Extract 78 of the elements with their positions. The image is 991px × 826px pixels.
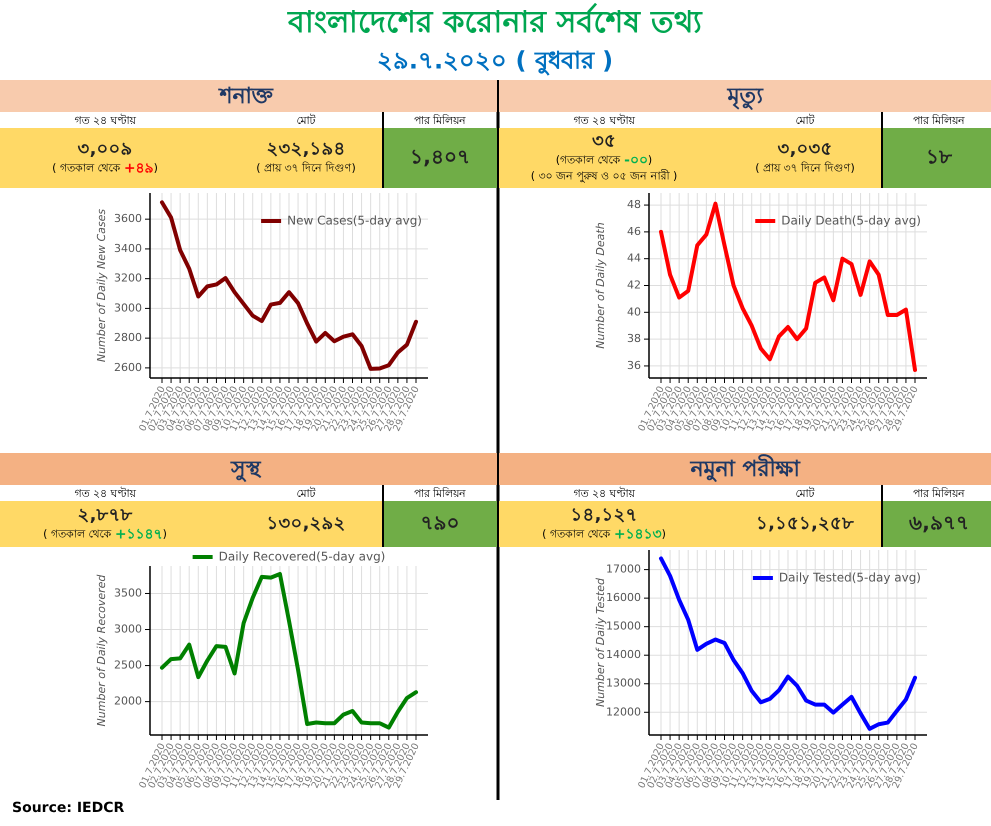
y-axis-title: Number of Daily Tested — [594, 576, 608, 708]
y-tick-label: 38 — [627, 332, 641, 346]
text: ( গতকাল থেকে — [43, 528, 115, 541]
text: ( প্রায় ৩৭ দিনে দিগুণ) — [755, 162, 855, 175]
text: ১,১৫১,২৫৮ — [756, 512, 854, 534]
text: ( ৩০ জন পুরুষ ও ০৫ জন নারী ) — [530, 170, 678, 183]
text: মৃত্যু — [726, 84, 764, 112]
text: গত ২৪ ঘণ্টায় — [74, 486, 136, 500]
y-axis-title: Number of Daily Death — [594, 222, 608, 349]
y-tick-label: 15000 — [606, 620, 641, 633]
text: বাংলাদেশের করোনার সর্বশেষ তথ্য — [286, 3, 704, 40]
text: ৭৯০ — [420, 510, 460, 534]
y-tick-label: 44 — [627, 252, 641, 265]
text: পার মিলিয়ন — [414, 114, 466, 128]
line-series — [160, 572, 418, 730]
text: গত ২৪ ঘণ্টায় — [74, 113, 136, 128]
y-tick-label: 48 — [627, 198, 641, 212]
text: সুস্থ — [230, 457, 262, 484]
text: ১,৪০৭ — [410, 144, 470, 168]
text: ২৩২,১৯৪ — [266, 138, 346, 160]
y-tick-label: 46 — [627, 224, 641, 238]
y-tick-label: 3000 — [114, 301, 142, 314]
text: ( গতকাল থেকে — [52, 162, 124, 175]
y-tick-label: 2800 — [114, 331, 142, 344]
y-tick-label: 3000 — [114, 622, 142, 636]
y-tick-label: 2000 — [114, 694, 142, 708]
y-tick-label: 40 — [627, 305, 641, 318]
legend-label: New Cases(5-day avg) — [287, 213, 422, 228]
text: +১৪১৩ — [614, 526, 662, 542]
text: পার মিলিয়ন — [912, 487, 966, 500]
text: ) — [162, 528, 167, 541]
source-note: Source: IEDCR — [12, 800, 125, 816]
text: ) — [154, 162, 158, 175]
text: (গতকাল থেকে — [556, 154, 624, 167]
text: মোট — [296, 487, 316, 500]
text: ৬,৯৭৭ — [909, 510, 969, 534]
text: শনাক্ত — [218, 84, 274, 110]
text: ( প্রায় ৩৭ দিনে দিগুণ) — [256, 162, 356, 175]
text: পার মিলিয়ন — [414, 487, 466, 500]
text: মোট — [796, 114, 816, 128]
text: মোট — [796, 487, 816, 500]
text: ) — [648, 154, 652, 167]
y-tick-label: 17000 — [606, 562, 641, 576]
y-tick-label: 36 — [627, 358, 641, 372]
text: +৪৯ — [124, 160, 154, 176]
y-tick-label: 14000 — [606, 648, 641, 662]
y-tick-label: 3600 — [114, 212, 142, 226]
y-tick-label: 16000 — [606, 591, 641, 604]
text: ৩,০০৯ — [78, 138, 132, 160]
legend-label: Daily Recovered(5-day avg) — [218, 549, 386, 564]
text: ২৯.৭.২০২০ ( বুধবার ) — [376, 46, 614, 76]
text: ১৩০,২৯২ — [266, 512, 346, 534]
text: ৩,০৩৫ — [778, 138, 832, 160]
text: ২,৮৭৮ — [78, 504, 132, 526]
text: গত ২৪ ঘণ্টায় — [574, 113, 636, 128]
text: ১৮ — [926, 144, 953, 168]
y-tick-label: 2500 — [114, 658, 142, 672]
text: পার মিলিয়ন — [912, 114, 966, 128]
text: ) — [662, 528, 666, 541]
text: ১৪,১২৭ — [570, 504, 638, 526]
text: -০০ — [624, 152, 648, 168]
y-axis-title: Number of Daily New Cases — [95, 208, 108, 362]
legend-label: Daily Tested(5-day avg) — [778, 570, 921, 584]
text: গত ২৪ ঘণ্টায় — [574, 486, 636, 500]
y-tick-label: 3400 — [114, 242, 142, 255]
y-tick-label: 3500 — [114, 586, 142, 600]
y-tick-label: 13000 — [606, 676, 641, 690]
text: মোট — [296, 114, 316, 128]
text: নমুনা পরীক্ষা — [690, 454, 802, 484]
y-tick-label: 3200 — [114, 272, 142, 285]
text: ৩৫ — [592, 130, 616, 152]
y-tick-label: 42 — [627, 278, 641, 292]
y-axis-title: Number of Daily Recovered — [95, 574, 108, 726]
text: +১১৪৭ — [114, 526, 163, 542]
text: ( গতকাল থেকে — [542, 528, 614, 541]
y-tick-label: 12000 — [606, 705, 641, 718]
legend-label: Daily Death(5-day avg) — [781, 213, 921, 228]
y-tick-label: 2600 — [114, 360, 142, 374]
